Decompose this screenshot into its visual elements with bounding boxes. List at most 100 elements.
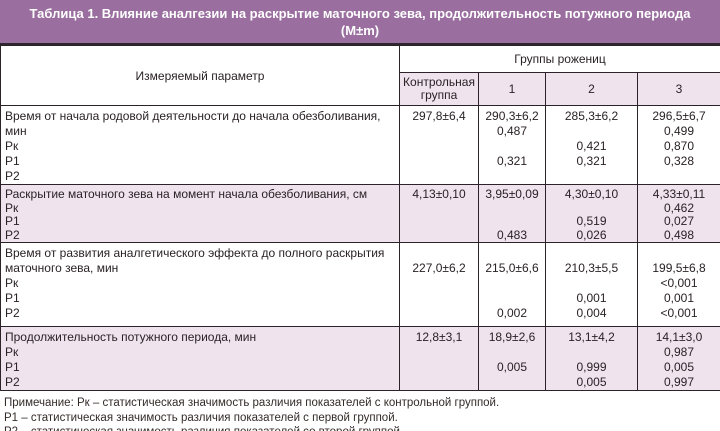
mean-value: 4,33±0,11 [652, 187, 706, 201]
mean-value: 297,8±6,4 [412, 109, 466, 123]
p-label: Р2 [5, 375, 20, 389]
p-value [548, 124, 635, 139]
param-text: Продолжительность потужного периода, мин [5, 330, 257, 344]
p-label: Р2 [5, 306, 20, 320]
param-text: Время от развития аналгетического эффект… [5, 246, 385, 275]
p-value [481, 202, 543, 216]
p-value [548, 345, 635, 360]
value-cell: 297,8±6,4 [399, 105, 479, 185]
p-value: 0,498 [663, 227, 695, 242]
p-value [402, 375, 476, 390]
p-value: 0,002 [496, 306, 528, 320]
value-cell: 3,95±0,09 0,483 [478, 184, 546, 243]
p-label: Р1 [5, 214, 20, 228]
p-value [402, 276, 476, 291]
mean-value: 4,13±0,10 [412, 187, 466, 201]
value-cell: 285,3±6,2 0,421 0,321 [545, 105, 638, 185]
mean-value: 210,3±5,5 [564, 261, 619, 275]
p-value: 0,005 [663, 360, 695, 374]
table-title: Таблица 1. Влияние аналгезии на раскрыти… [29, 5, 691, 21]
p-value [548, 202, 635, 216]
p-value: 0,001 [663, 291, 695, 305]
p-value: <0,001 [660, 276, 698, 290]
value-cell: 210,3±5,5 0,001 0,004 [545, 242, 638, 327]
p-label: Рк [5, 276, 19, 290]
p-value [548, 276, 635, 291]
p-value [402, 124, 476, 139]
p-value [402, 345, 476, 360]
p-value: 0,483 [496, 227, 528, 242]
mean-value: 18,9±2,6 [488, 330, 536, 344]
table-row: Раскрытие маточного зева на момент начал… [0, 184, 720, 243]
note-line: Примечание: Рк – статистическая значимос… [4, 397, 500, 409]
p-label: Р1 [5, 291, 20, 305]
table-title-units: (M±m) [340, 22, 380, 38]
mean-value: 14,1±3,0 [655, 330, 703, 344]
mean-value: 4,30±0,10 [564, 187, 619, 201]
groups-header: Группы рожениц [399, 45, 720, 73]
p-value [481, 276, 543, 291]
p-value: 0,001 [576, 291, 607, 305]
p-value: 0,328 [663, 154, 695, 168]
table-row: Время от развития аналгетического эффект… [0, 242, 720, 327]
p-value [481, 375, 543, 390]
p-value [402, 139, 476, 154]
mean-value: 227,0±6,2 [412, 261, 466, 275]
column-header-1: 1 [478, 72, 546, 106]
p-value: 0,321 [576, 154, 607, 168]
column-header-control: Контрольная группа [399, 72, 479, 106]
value-cell: 4,30±0,10 0,519 0,026 [545, 184, 638, 243]
column-header-2: 2 [545, 72, 638, 106]
note-line: Р2 – статистическая значимость различия … [4, 425, 716, 431]
param-cell: Время от развития аналгетического эффект… [0, 242, 400, 327]
p-label: Рк [5, 345, 19, 359]
p-label: Рк [5, 200, 19, 215]
table-row: Продолжительность потужного периода, мин… [0, 326, 720, 391]
param-cell: Время от начала родовой деятельности до … [0, 105, 400, 185]
value-cell: 13,1±4,2 0,999 0,005 [545, 326, 638, 391]
value-cell: 296,5±6,7 0,499 0,870 0,328 [637, 105, 720, 185]
p-value: 0,026 [576, 227, 607, 242]
footnotes: Примечание: Рк – статистическая значимос… [0, 391, 720, 431]
p-value: 0,487 [496, 124, 528, 138]
table-title-bar: Таблица 1. Влияние аналгезии на раскрыти… [0, 0, 720, 43]
p-value: 0,004 [576, 306, 607, 320]
p-label: Р2 [5, 169, 20, 183]
p-value [402, 202, 476, 216]
analgesia-table: Измеряемый параметр Группы рожениц Контр… [0, 45, 720, 391]
param-text: Раскрытие маточного зева на момент начал… [5, 187, 368, 201]
mean-value: 290,3±6,2 [485, 109, 539, 123]
p-value [402, 154, 476, 169]
p-value: 0,462 [663, 200, 695, 215]
mean-value: 215,0±6,6 [485, 261, 539, 275]
note-line: Р1 – статистическая значимость различия … [4, 411, 398, 424]
param-text: Время от начала родовой деятельности до … [5, 109, 381, 138]
value-cell: 18,9±2,6 0,005 [478, 326, 546, 391]
value-cell: 199,5±6,8 <0,001 0,001 <0,001 [637, 242, 720, 327]
mean-value: 3,95±0,09 [485, 187, 539, 201]
p-value: 0,519 [576, 214, 607, 228]
p-label: Р1 [5, 360, 20, 374]
p-value: 0,005 [496, 360, 528, 374]
p-value [402, 360, 476, 375]
value-cell: 215,0±6,6 0,002 [478, 242, 546, 327]
value-cell: 4,13±0,10 [399, 184, 479, 243]
p-value: 0,999 [576, 360, 607, 374]
p-value: 0,005 [576, 375, 607, 389]
mean-value: 12,8±3,1 [415, 330, 463, 344]
param-cell: Раскрытие маточного зева на момент начал… [0, 184, 400, 243]
p-value [402, 291, 476, 306]
column-header-3: 3 [637, 72, 720, 106]
param-header: Измеряемый параметр [0, 45, 400, 106]
value-cell: 290,3±6,2 0,487 0,321 [478, 105, 546, 185]
p-value [481, 345, 543, 360]
p-value [481, 139, 543, 154]
title-divider [0, 43, 720, 45]
p-value [481, 215, 543, 229]
p-value [402, 229, 476, 243]
table-row: Время от начала родовой деятельности до … [0, 105, 720, 185]
value-cell: 12,8±3,1 [399, 326, 479, 391]
p-label: Р2 [5, 227, 20, 242]
p-value: 0,997 [663, 375, 695, 389]
mean-value: 285,3±6,2 [564, 109, 619, 123]
